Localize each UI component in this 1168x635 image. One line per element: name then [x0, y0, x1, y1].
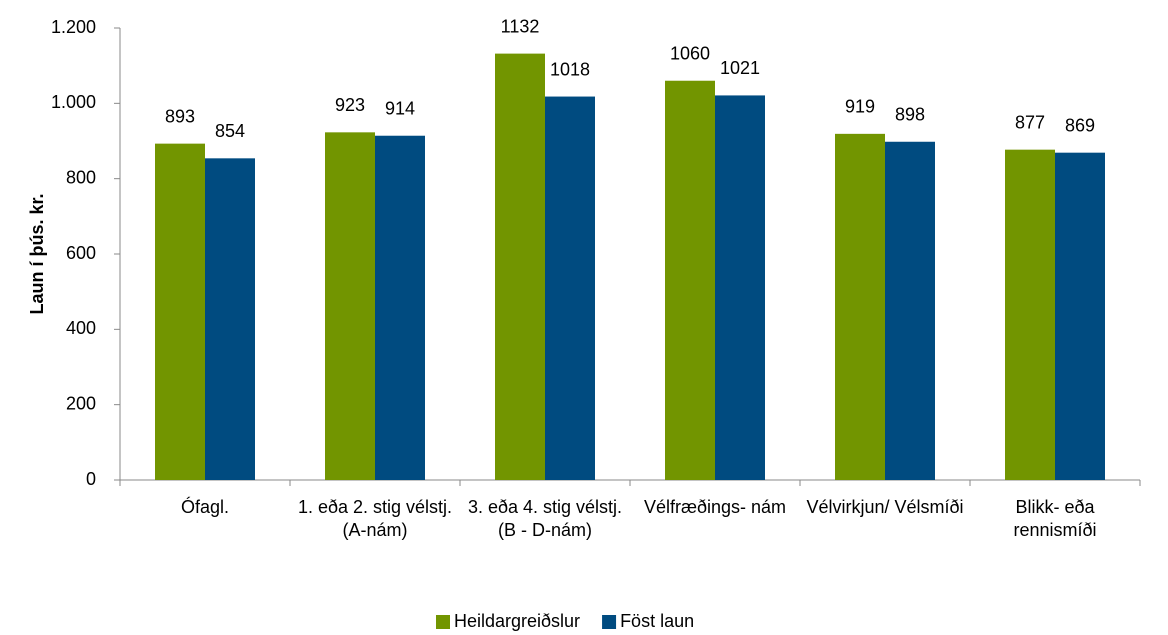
y-tick-label: 600 [66, 243, 96, 263]
y-tick-label: 1.000 [51, 92, 96, 112]
value-label: 898 [895, 105, 925, 125]
value-label: 914 [385, 98, 415, 118]
y-tick-label: 800 [66, 167, 96, 187]
value-label: 877 [1015, 112, 1045, 132]
value-label: 854 [215, 121, 245, 141]
value-label: 923 [335, 95, 365, 115]
value-label: 1060 [670, 43, 710, 63]
legend-label: Heildargreiðslur [454, 611, 580, 631]
y-tick-label: 0 [86, 469, 96, 489]
y-axis-title: Laun í þús. kr. [27, 193, 47, 314]
bar [1055, 152, 1105, 480]
x-tick-label: Vélvirkjun/ Vélsmíði [806, 497, 964, 517]
value-label: 1018 [550, 59, 590, 79]
value-label: 1132 [501, 16, 540, 36]
legend-swatch [436, 615, 450, 629]
bar [885, 141, 935, 480]
bar [495, 53, 545, 480]
value-label: 893 [165, 106, 195, 126]
bar [325, 132, 375, 480]
value-label: 1021 [720, 58, 760, 78]
legend-label: Föst laun [620, 611, 694, 631]
bar [205, 158, 255, 480]
legend-swatch [602, 615, 617, 629]
y-tick-label: 1.200 [51, 17, 96, 37]
x-tick-label: Blikk- eða rennismíði [1013, 497, 1097, 540]
x-tick-label: Ófagl. [180, 497, 230, 517]
y-tick-label: 200 [66, 393, 96, 413]
bar [1005, 149, 1055, 480]
bar [155, 143, 205, 481]
bar [835, 133, 885, 481]
bar [375, 135, 425, 480]
bar [665, 80, 715, 480]
y-tick-label: 400 [66, 318, 96, 338]
x-tick-label: 1. eða 2. stig vélstj. (A-nám) [297, 497, 453, 540]
value-label: 919 [845, 97, 875, 117]
x-tick-label: 3. eða 4. stig vélstj. (B - D-nám) [467, 497, 623, 540]
x-tick-label: Vélfræðings- nám [643, 497, 787, 517]
bar [715, 95, 765, 480]
value-label: 869 [1065, 115, 1095, 135]
bar [545, 96, 595, 480]
